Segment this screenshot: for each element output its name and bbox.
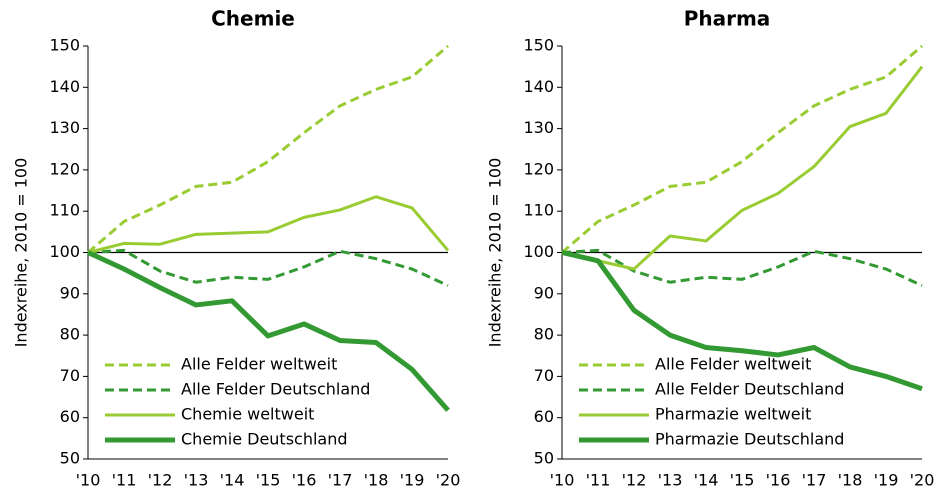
x-tick-label: '17 [802,471,827,490]
y-tick-label: 50 [534,449,554,468]
legend-label: Pharmazie weltweit [655,405,811,424]
legend-label: Alle Felder weltweit [181,355,337,374]
chart-title: Pharma [684,7,771,31]
series-line [561,250,923,392]
y-tick-label: 90 [60,283,80,302]
x-tick-label: '11 [586,471,611,490]
y-tick-label: 150 [49,36,80,55]
x-tick-label: '14 [694,471,719,490]
legend-label: Alle Felder Deutschland [181,380,370,399]
x-tick-label: '12 [148,471,173,490]
y-tick-label: 50 [60,449,80,468]
y-tick-label: 130 [523,118,554,137]
y-tick-label: 80 [60,325,80,344]
y-tick-label: 120 [523,159,554,178]
x-tick-label: '13 [184,471,209,490]
x-tick-label: '11 [112,471,137,490]
y-tick-label: 120 [49,159,80,178]
legend-label: Alle Felder Deutschland [655,380,844,399]
x-tick-label: '20 [436,471,461,490]
x-tick-label: '19 [874,471,899,490]
series-line [87,195,450,254]
x-tick-label: '10 [550,471,575,490]
y-tick-label: 140 [523,77,554,96]
series-line [87,248,449,287]
x-tick-label: '15 [256,471,281,490]
x-tick-label: '20 [910,471,935,490]
legend-label: Chemie weltweit [181,405,314,424]
x-tick-label: '16 [766,471,791,490]
x-tick-label: '17 [328,471,353,490]
legend-label: Pharmazie Deutschland [655,430,844,449]
series-line [561,65,924,271]
y-tick-label: 110 [523,201,554,220]
y-axis-label: Indexreihe, 2010 = 100 [486,158,505,348]
y-tick-label: 100 [49,242,80,261]
y-tick-label: 110 [49,201,80,220]
y-tick-label: 70 [534,366,554,385]
chart-title: Chemie [211,7,295,31]
y-axis-label: Indexreihe, 2010 = 100 [12,158,31,348]
x-tick-label: '18 [364,471,389,490]
y-tick-label: 90 [534,283,554,302]
y-tick-label: 130 [49,118,80,137]
x-tick-label: '16 [292,471,317,490]
x-tick-label: '12 [622,471,647,490]
x-tick-label: '13 [658,471,683,490]
x-tick-label: '19 [400,471,425,490]
series-line [561,44,923,254]
legend-label: Chemie Deutschland [181,430,348,449]
series-line [87,44,449,254]
y-tick-label: 80 [534,325,554,344]
y-tick-label: 70 [60,366,80,385]
x-tick-label: '14 [220,471,245,490]
series-line [561,248,923,287]
y-tick-label: 60 [534,407,554,426]
series-line [86,250,450,412]
x-tick-label: '18 [838,471,863,490]
y-tick-label: 150 [523,36,554,55]
x-tick-label: '15 [730,471,755,490]
y-tick-label: 140 [49,77,80,96]
y-tick-label: 100 [523,242,554,261]
x-tick-label: '10 [76,471,101,490]
y-tick-label: 60 [60,407,80,426]
legend-label: Alle Felder weltweit [655,355,811,374]
